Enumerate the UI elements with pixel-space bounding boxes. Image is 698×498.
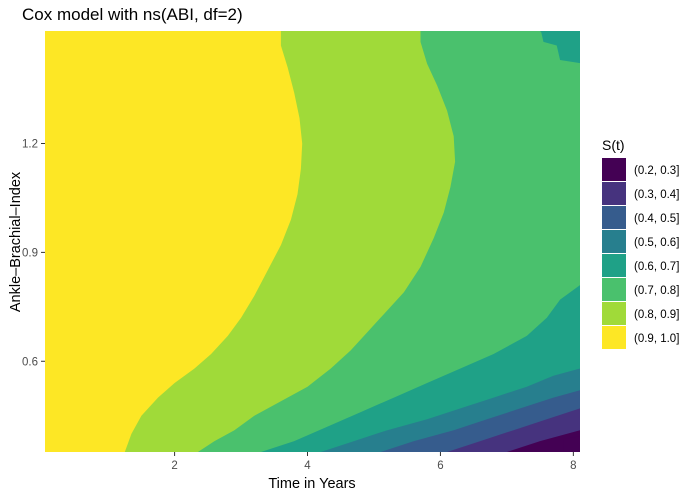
legend-key — [602, 158, 626, 181]
x-tick-label: 6 — [437, 460, 443, 472]
legend-label: (0.9, 1.0] — [634, 333, 679, 345]
legend-key — [602, 254, 626, 277]
x-tick-label: 2 — [171, 460, 177, 472]
legend-label: (0.7, 0.8] — [634, 285, 679, 297]
y-tick-label: 1.2 — [22, 139, 38, 151]
legend-key — [602, 182, 626, 205]
y-tick-label: 0.9 — [22, 247, 38, 259]
contour-band — [540, 31, 580, 64]
contour-layer — [124, 31, 580, 452]
legend-label: (0.4, 0.5] — [634, 213, 679, 225]
legend-key — [602, 230, 626, 253]
legend-key — [602, 206, 626, 229]
x-axis-title: Time in Years — [268, 476, 355, 492]
x-tick-label: 8 — [570, 460, 576, 472]
y-tick-label: 0.6 — [22, 356, 38, 368]
legend-key — [602, 326, 626, 349]
legend-label: (0.2, 0.3] — [634, 165, 679, 177]
x-axis: 2 4 6 8 — [171, 452, 577, 472]
y-axis: 0.6 0.9 1.2 — [22, 139, 45, 368]
contour-band — [197, 31, 580, 452]
x-tick-label: 4 — [304, 460, 311, 472]
legend-items: (0.2, 0.3] (0.3, 0.4] (0.4, 0.5] (0.5, 0.6]… — [602, 158, 679, 349]
chart-title: Cox model with ns(ABI, df=2) — [22, 5, 243, 24]
contour-band — [506, 430, 580, 452]
contour-band — [563, 436, 580, 452]
legend-key — [602, 302, 626, 325]
legend: S(t) (0.2, 0.3] (0.3, 0.4] (0.4, 0.5] (0.5,… — [602, 137, 679, 349]
y-axis-title: Ankle–Brachial–Index — [8, 171, 24, 312]
legend-label: (0.5, 0.6] — [634, 237, 679, 249]
legend-title: S(t) — [602, 137, 625, 153]
legend-key — [602, 278, 626, 301]
legend-label: (0.8, 0.9] — [634, 309, 679, 321]
legend-label: (0.3, 0.4] — [634, 189, 679, 201]
legend-label: (0.6, 0.7] — [634, 261, 679, 273]
